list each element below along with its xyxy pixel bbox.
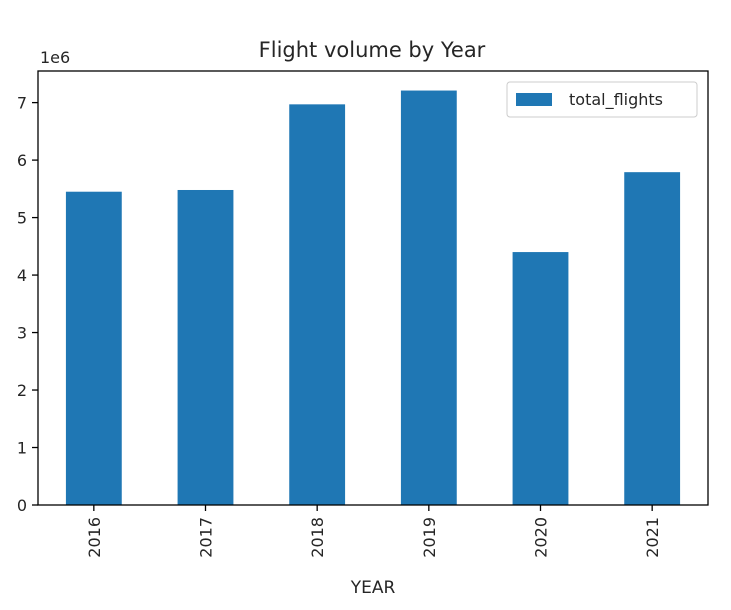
legend-swatch [516, 93, 552, 106]
y-tick-label: 1 [17, 439, 27, 458]
y-tick-label: 5 [17, 209, 27, 228]
legend: total_flights [506, 81, 698, 118]
bar-2021 [624, 172, 681, 505]
bar-2020 [512, 252, 569, 505]
legend-box [506, 81, 698, 118]
bar-2016 [65, 191, 122, 506]
x-tick-label: 2021 [643, 517, 662, 558]
axes-layer: 0 1 2 3 4 5 6 7 2016 2017 2018 2019 2020 2021 [17, 70, 709, 558]
y-tick-label: 3 [17, 324, 27, 343]
bar-2018 [289, 104, 346, 506]
x-tick-label: 2016 [85, 517, 104, 558]
chart-title: Flight volume by Year [259, 38, 486, 62]
plot-frame [37, 70, 709, 506]
x-axis-label: YEAR [350, 578, 396, 598]
bar-2017 [177, 189, 234, 505]
y-tick-label: 2 [17, 381, 27, 400]
y-tick-label: 0 [17, 496, 27, 515]
y-tick-label: 4 [17, 266, 27, 285]
legend-label: total_flights [569, 90, 663, 110]
y-scale-label: 1e6 [40, 48, 70, 67]
x-tick-label: 2019 [420, 517, 439, 558]
bars-layer [65, 90, 681, 506]
y-tick-label: 6 [17, 151, 27, 170]
y-tick-label: 7 [17, 94, 27, 113]
bar-2019 [400, 90, 457, 505]
x-tick-label: 2020 [532, 517, 551, 558]
x-tick-label: 2017 [197, 517, 216, 558]
x-tick-label: 2018 [308, 517, 327, 558]
